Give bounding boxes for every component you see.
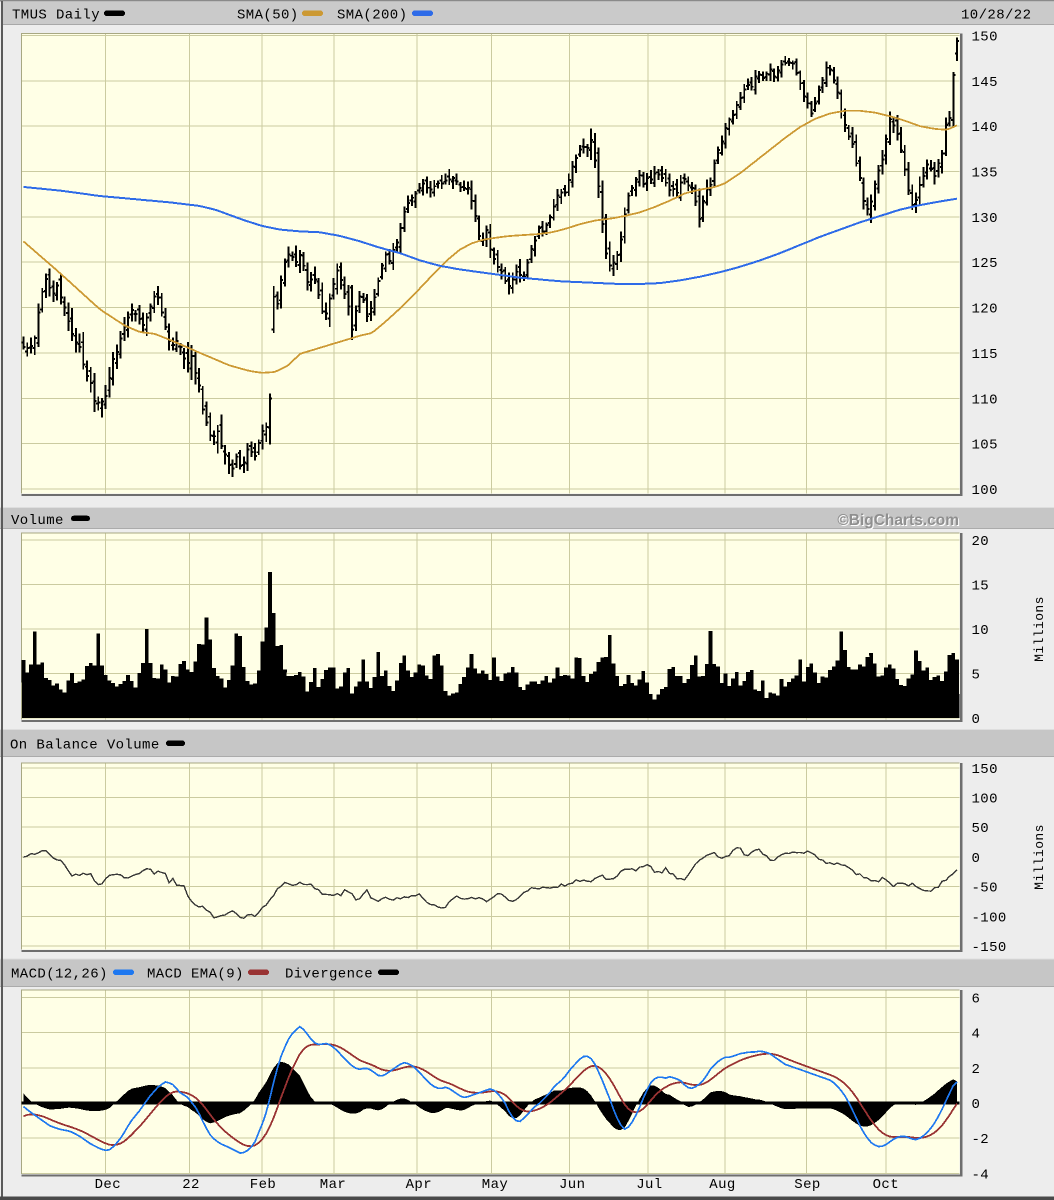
svg-text:-100: -100 [972, 910, 1007, 926]
svg-text:Jul: Jul [636, 1177, 662, 1193]
svg-text:Millions: Millions [1032, 824, 1047, 890]
svg-text:110: 110 [972, 392, 998, 408]
svg-text:-150: -150 [972, 940, 1007, 956]
svg-text:MACD EMA(9): MACD EMA(9) [147, 967, 244, 983]
svg-text:4: 4 [972, 1027, 981, 1043]
svg-text:5: 5 [972, 668, 981, 684]
svg-text:10/28/22: 10/28/22 [961, 8, 1031, 24]
svg-text:Oct: Oct [873, 1177, 899, 1193]
svg-text:Divergence: Divergence [285, 967, 373, 983]
svg-text:May: May [482, 1177, 508, 1193]
svg-text:100: 100 [972, 483, 998, 499]
svg-text:0: 0 [972, 851, 981, 867]
svg-text:135: 135 [972, 166, 998, 182]
svg-text:105: 105 [972, 438, 998, 454]
svg-text:100: 100 [972, 792, 998, 808]
svg-text:Sep: Sep [794, 1177, 820, 1193]
svg-text:15: 15 [972, 579, 990, 595]
svg-text:On Balance Volume: On Balance Volume [10, 738, 160, 754]
svg-text:22: 22 [182, 1177, 200, 1193]
svg-text:Mar: Mar [320, 1177, 346, 1193]
svg-text:Aug: Aug [709, 1177, 735, 1193]
svg-text:SMA(200): SMA(200) [337, 8, 407, 24]
svg-text:150: 150 [972, 762, 998, 778]
svg-text:2: 2 [972, 1062, 981, 1078]
svg-text:-2: -2 [972, 1132, 990, 1148]
svg-text:©BigCharts.com: ©BigCharts.com [838, 513, 960, 530]
svg-text:-50: -50 [972, 881, 998, 897]
svg-text:50: 50 [972, 821, 990, 837]
svg-text:0: 0 [972, 712, 981, 728]
svg-text:SMA(50): SMA(50) [237, 8, 299, 24]
svg-text:10: 10 [972, 623, 990, 639]
svg-text:MACD(12,26): MACD(12,26) [11, 967, 108, 983]
svg-text:-4: -4 [972, 1167, 990, 1183]
svg-text:Feb: Feb [250, 1177, 276, 1193]
svg-text:Jun: Jun [559, 1177, 585, 1193]
svg-text:145: 145 [972, 75, 998, 91]
svg-text:TMUS Daily: TMUS Daily [12, 8, 100, 24]
svg-text:20: 20 [972, 534, 990, 550]
svg-text:130: 130 [972, 211, 998, 227]
svg-text:0: 0 [972, 1097, 981, 1113]
svg-text:Millions: Millions [1032, 596, 1047, 662]
svg-text:120: 120 [972, 302, 998, 318]
svg-text:Volume: Volume [11, 513, 64, 529]
svg-text:©BigCharts.com: ©BigCharts.com [837, 512, 959, 529]
svg-text:115: 115 [972, 347, 998, 363]
svg-text:6: 6 [972, 991, 981, 1007]
svg-text:Apr: Apr [406, 1177, 432, 1193]
svg-text:Dec: Dec [95, 1177, 121, 1193]
svg-text:150: 150 [972, 30, 998, 46]
svg-text:140: 140 [972, 120, 998, 136]
svg-text:125: 125 [972, 256, 998, 272]
